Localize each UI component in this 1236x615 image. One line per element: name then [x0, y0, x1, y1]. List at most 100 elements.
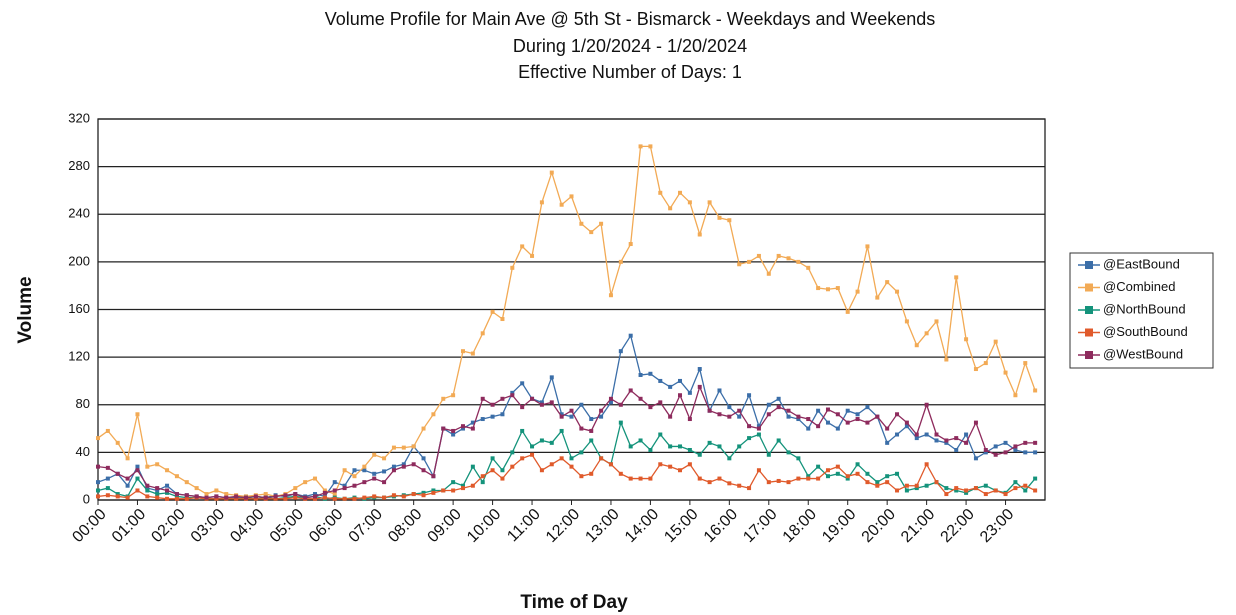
- data-point: [895, 471, 900, 476]
- data-point: [638, 372, 643, 377]
- data-point: [559, 412, 564, 417]
- data-point: [1003, 492, 1008, 497]
- data-point: [727, 218, 732, 223]
- data-point: [756, 468, 761, 473]
- data-point: [973, 456, 978, 461]
- data-point: [816, 286, 821, 291]
- data-point: [825, 474, 830, 479]
- data-point: [352, 468, 357, 473]
- y-tick-label: 120: [68, 349, 90, 364]
- data-point: [145, 464, 150, 469]
- data-point: [983, 361, 988, 366]
- data-point: [678, 468, 683, 473]
- data-point: [895, 432, 900, 437]
- data-point: [964, 490, 969, 495]
- data-point: [253, 496, 258, 501]
- data-point: [727, 405, 732, 410]
- data-point: [608, 400, 613, 405]
- data-point: [1013, 393, 1018, 398]
- legend-marker: [1085, 306, 1093, 314]
- data-point: [855, 289, 860, 294]
- data-point: [421, 456, 426, 461]
- y-tick-label: 200: [68, 253, 90, 268]
- data-point: [1013, 447, 1018, 452]
- legend-label: @EastBound: [1103, 256, 1180, 271]
- data-point: [983, 447, 988, 452]
- data-point: [697, 452, 702, 457]
- data-point: [855, 417, 860, 422]
- data-point: [490, 402, 495, 407]
- data-point: [559, 414, 564, 419]
- data-point: [668, 444, 673, 449]
- x-tick-label: 20:00: [859, 506, 899, 546]
- data-point: [964, 488, 969, 493]
- data-point: [253, 494, 258, 499]
- series-line: [97, 334, 1036, 499]
- data-point: [1023, 488, 1028, 493]
- data-point: [234, 494, 239, 499]
- x-tick-label: 14:00: [622, 506, 662, 546]
- data-point: [313, 496, 318, 501]
- data-point: [1013, 444, 1018, 449]
- data-point: [806, 265, 811, 270]
- data-point: [313, 494, 318, 499]
- data-point: [954, 447, 959, 452]
- data-point: [1003, 450, 1008, 455]
- data-point: [500, 468, 505, 473]
- data-point: [954, 275, 959, 280]
- data-point: [115, 494, 120, 499]
- x-tick-label: 22:00: [938, 506, 978, 546]
- data-point: [145, 494, 150, 499]
- data-point: [648, 405, 653, 410]
- data-point: [441, 488, 446, 493]
- data-point: [648, 144, 653, 149]
- data-point: [865, 480, 870, 485]
- data-point: [500, 317, 505, 322]
- x-tick-label: 23:00: [977, 506, 1017, 546]
- data-point: [352, 474, 357, 479]
- data-point: [924, 402, 929, 407]
- data-point: [895, 488, 900, 493]
- data-point: [825, 420, 830, 425]
- data-point: [263, 492, 268, 497]
- data-point: [835, 286, 840, 291]
- data-point: [756, 432, 761, 437]
- data-point: [618, 259, 623, 264]
- x-tick-label: 01:00: [109, 506, 149, 546]
- data-point: [263, 495, 268, 500]
- data-point: [904, 424, 909, 429]
- data-point: [648, 447, 653, 452]
- data-point: [115, 492, 120, 497]
- data-point: [618, 349, 623, 354]
- chart-title: Volume Profile for Main Ave @ 5th St - B…: [325, 9, 936, 29]
- x-tick-label: 10:00: [464, 506, 504, 546]
- data-point: [934, 480, 939, 485]
- data-point: [490, 456, 495, 461]
- data-point: [579, 426, 584, 431]
- data-point: [490, 309, 495, 314]
- data-point: [865, 405, 870, 410]
- data-point: [983, 492, 988, 497]
- data-point: [401, 462, 406, 467]
- x-tick-label: 05:00: [267, 506, 307, 546]
- data-point: [1003, 440, 1008, 445]
- data-point: [579, 450, 584, 455]
- data-point: [766, 452, 771, 457]
- series-line: [97, 420, 1036, 500]
- data-point: [362, 464, 367, 469]
- data-point: [717, 215, 722, 220]
- data-point: [747, 424, 752, 429]
- data-point: [569, 464, 574, 469]
- data-point: [283, 496, 288, 501]
- data-point: [835, 464, 840, 469]
- data-point: [835, 412, 840, 417]
- data-point: [589, 417, 594, 422]
- data-point: [194, 494, 199, 499]
- data-point: [96, 436, 100, 441]
- data-point: [421, 468, 426, 473]
- data-point: [135, 488, 140, 493]
- data-point: [737, 262, 742, 267]
- data-point: [539, 468, 544, 473]
- data-point: [954, 488, 959, 493]
- data-point: [885, 474, 890, 479]
